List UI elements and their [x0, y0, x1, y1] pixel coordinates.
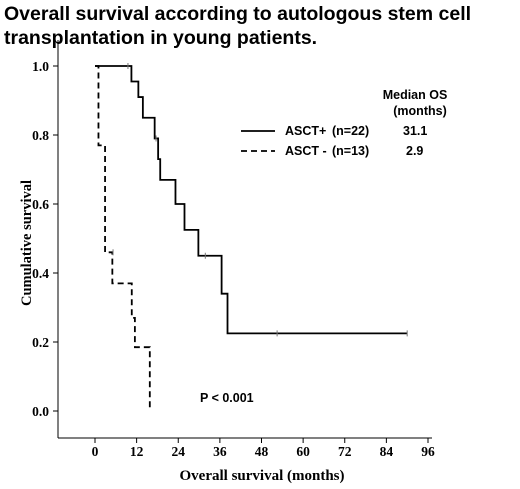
- legend-label-asct-plus: ASCT+: [285, 124, 326, 138]
- x-tick-label: 72: [338, 444, 352, 459]
- p-value-annotation: P < 0.001: [200, 391, 254, 405]
- x-tick-label: 0: [92, 444, 99, 459]
- chart-title: Overall survival according to autologous…: [4, 2, 516, 50]
- legend-n-asct-minus: (n=13): [332, 144, 369, 158]
- series-group: [95, 63, 408, 411]
- y-tick-label: 0.8: [32, 128, 49, 143]
- legend-header-line-1: Median OS: [383, 88, 448, 102]
- legend-label-asct-minus: ASCT -: [285, 144, 327, 158]
- legend-median-asct-plus: 31.1: [403, 124, 427, 138]
- x-tick-label: 24: [172, 444, 186, 459]
- x-tick-label: 96: [421, 444, 435, 459]
- x-tick-label: 84: [380, 444, 394, 459]
- chart-title-line-2: transplantation in young patients.: [4, 27, 318, 49]
- y-tick-label: 0.6: [32, 197, 49, 212]
- series-line-asct-minus: [95, 65, 151, 411]
- x-axis-label: Overall survival (months): [180, 468, 345, 484]
- legend-n-asct-plus: (n=22): [332, 124, 369, 138]
- chart-title-line-1: Overall survival according to autologous…: [4, 3, 472, 25]
- y-tick-label: 0.0: [32, 404, 49, 419]
- x-ticks: 0 12 24 36 48 60 72 84 96: [92, 438, 435, 459]
- y-axis-label: Cumulative survival: [19, 180, 35, 306]
- x-tick-label: 12: [130, 444, 144, 459]
- y-tick-label: 0.4: [32, 266, 49, 281]
- y-tick-label: 0.2: [32, 335, 49, 350]
- x-tick-label: 36: [213, 444, 227, 459]
- legend-header-line-2: (months): [393, 104, 446, 118]
- chart-axes: [57, 40, 432, 439]
- legend: Median OS (months) ASCT+ (n=22) 31.1 ASC…: [241, 88, 447, 158]
- y-tick-label: 1.0: [32, 59, 49, 74]
- x-tick-label: 60: [296, 444, 310, 459]
- legend-median-asct-minus: 2.9: [406, 144, 423, 158]
- series-line-asct-plus: [95, 65, 408, 335]
- x-tick-label: 48: [255, 444, 269, 459]
- y-ticks: 0.0 0.2 0.4 0.6 0.8 1.0: [32, 59, 58, 419]
